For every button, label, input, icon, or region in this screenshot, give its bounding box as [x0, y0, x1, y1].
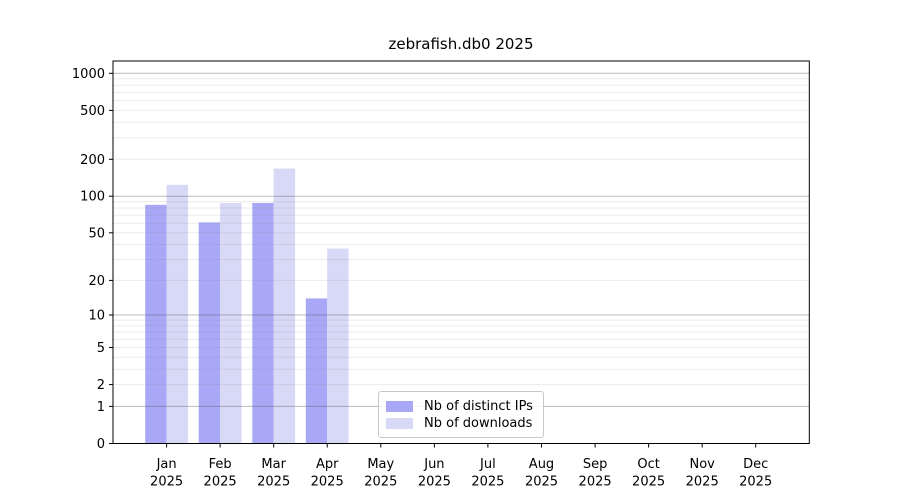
- chart-title: zebrafish.db0 2025: [388, 35, 534, 53]
- x-tick-label-month: Sep: [583, 457, 608, 472]
- bars-downloads: [166, 168, 349, 444]
- x-tick-label-month: Jan: [156, 457, 177, 472]
- plot-frame: [112, 60, 810, 444]
- x-tick-label-year: 2025: [418, 475, 451, 490]
- x-tick-label-year: 2025: [525, 475, 558, 490]
- bar: [166, 184, 188, 444]
- x-tick-label-year: 2025: [579, 475, 612, 490]
- legend-swatch-distinct-ips-icon: [386, 401, 413, 412]
- x-tick-label-month: Dec: [743, 457, 768, 472]
- x-tick-label-year: 2025: [364, 475, 397, 490]
- bar: [305, 298, 328, 444]
- y-tick-label: 2: [97, 378, 105, 393]
- x-tick-label-month: Feb: [209, 457, 232, 472]
- legend-item-distinct-ips: Nb of distinct IPs: [386, 398, 535, 415]
- bar: [273, 168, 296, 444]
- bar: [327, 248, 349, 444]
- y-axis: 0 1 2 5 10 20 50 100 200 500 1000: [72, 67, 113, 452]
- legend-swatch-downloads-icon: [386, 418, 413, 429]
- x-tick-label-year: 2025: [257, 475, 290, 490]
- x-tick-label-year: 2025: [204, 475, 237, 490]
- x-tick-label-year: 2025: [150, 475, 183, 490]
- x-tick-label-month: Aug: [529, 457, 554, 472]
- x-tick-label-year: 2025: [632, 475, 665, 490]
- y-tick-label: 10: [88, 309, 105, 324]
- x-tick-label-month: Jun: [423, 457, 444, 472]
- x-tick-label-month: Oct: [637, 457, 659, 472]
- x-tick-label-year: 2025: [471, 475, 504, 490]
- legend: Nb of distinct IPs Nb of downloads: [378, 391, 544, 438]
- bar: [145, 204, 167, 444]
- bars-distinct-ips: [145, 203, 328, 444]
- x-axis: Jan 2025 Feb 2025 Mar 2025 Apr 2025 May 2025 Jun 20…: [150, 443, 772, 490]
- legend-label-downloads: Nb of downloads: [424, 416, 533, 431]
- x-tick-label-month: May: [367, 457, 394, 472]
- legend-item-downloads: Nb of downloads: [386, 415, 535, 432]
- y-tick-label: 100: [80, 190, 105, 205]
- x-tick-label-month: Jul: [479, 457, 496, 472]
- y-tick-label: 5: [97, 341, 105, 356]
- legend-label-distinct-ips: Nb of distinct IPs: [424, 399, 533, 414]
- x-tick-label-month: Nov: [690, 457, 716, 472]
- bar: [198, 222, 221, 444]
- bar: [252, 203, 274, 444]
- y-tick-label: 500: [80, 104, 105, 119]
- y-tick-label: 1000: [72, 67, 105, 82]
- x-tick-label-month: Mar: [261, 457, 286, 472]
- y-tick-label: 50: [88, 226, 105, 241]
- y-tick-label: 0: [97, 437, 105, 452]
- x-tick-label-year: 2025: [686, 475, 719, 490]
- bar: [220, 203, 242, 444]
- x-tick-label-year: 2025: [739, 475, 772, 490]
- y-tick-label: 1: [97, 400, 105, 415]
- y-tick-label: 200: [80, 153, 105, 168]
- y-tick-label: 20: [88, 274, 105, 289]
- gridlines: [113, 72, 810, 407]
- bars: [145, 168, 349, 444]
- x-tick-label-month: Apr: [316, 457, 339, 472]
- x-tick-label-year: 2025: [311, 475, 344, 490]
